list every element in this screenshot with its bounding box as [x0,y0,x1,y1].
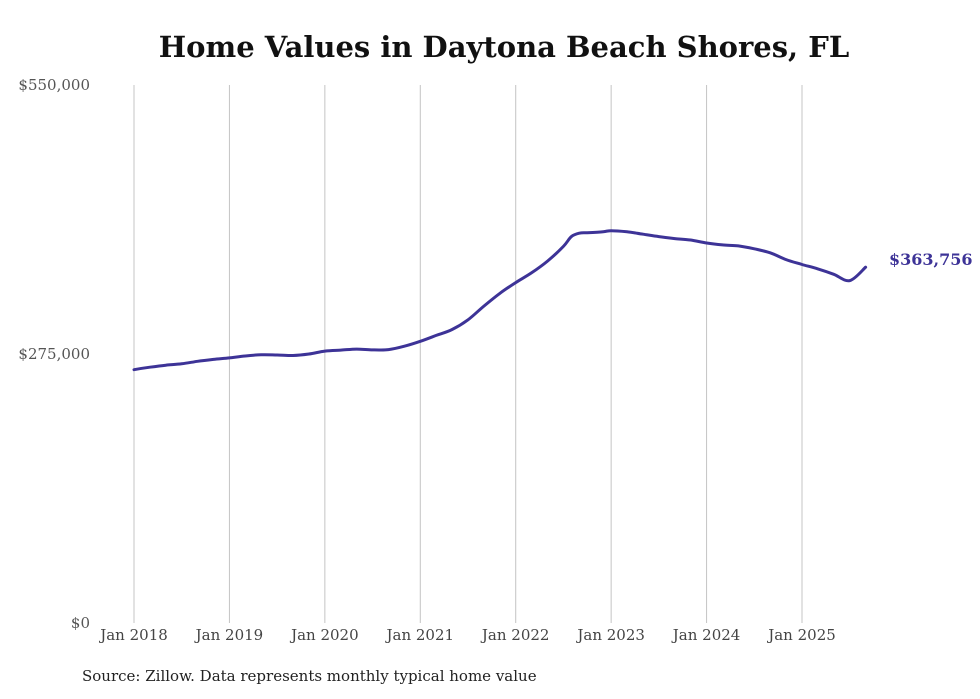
source-note: Source: Zillow. Data represents monthly … [82,667,537,685]
x-tick-label: Jan 2022 [480,626,550,644]
y-tick-label: $275,000 [18,345,90,363]
series-line-0 [132,229,868,372]
series-layer [132,229,868,372]
x-tick-label: Jan 2021 [385,626,455,644]
x-tick-label: Jan 2019 [194,626,264,644]
x-tick-label: Jan 2018 [98,626,168,644]
y-axis-ticks: $0 $275,000 $550,000 [18,76,90,632]
y-tick-label: $550,000 [18,76,90,94]
y-tick-label: $0 [71,614,90,632]
end-value-label: $363,756 [889,250,973,269]
x-tick-label: Jan 2023 [575,626,645,644]
gridlines [133,85,803,623]
x-tick-label: Jan 2025 [766,626,836,644]
x-tick-label: Jan 2024 [671,626,741,644]
x-axis-ticks: Jan 2018 Jan 2019 Jan 2020 Jan 2021 Jan 2022… [98,626,836,644]
chart-title: Home Values in Daytona Beach Shores, FL [158,30,850,64]
x-tick-label: Jan 2020 [289,626,359,644]
